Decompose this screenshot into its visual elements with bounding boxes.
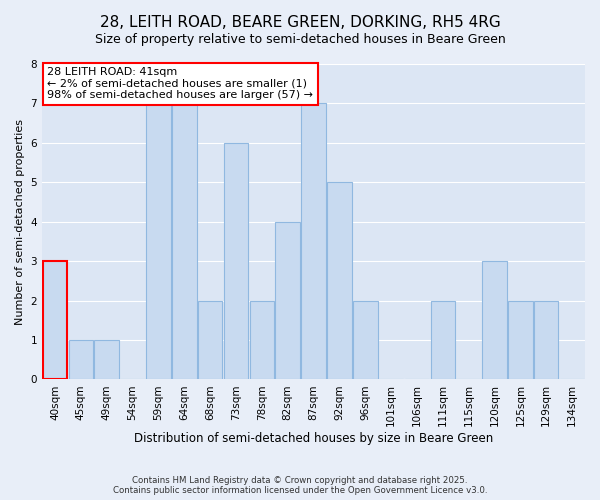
Bar xyxy=(94,340,119,380)
Bar xyxy=(224,143,248,380)
Y-axis label: Number of semi-detached properties: Number of semi-detached properties xyxy=(15,118,25,324)
Text: Contains HM Land Registry data © Crown copyright and database right 2025.
Contai: Contains HM Land Registry data © Crown c… xyxy=(113,476,487,495)
Text: 28, LEITH ROAD, BEARE GREEN, DORKING, RH5 4RG: 28, LEITH ROAD, BEARE GREEN, DORKING, RH… xyxy=(100,15,500,30)
Bar xyxy=(508,300,533,380)
Text: Size of property relative to semi-detached houses in Beare Green: Size of property relative to semi-detach… xyxy=(95,32,505,46)
Bar xyxy=(482,261,507,380)
Bar xyxy=(198,300,223,380)
Bar xyxy=(275,222,300,380)
Bar xyxy=(43,261,67,380)
Bar xyxy=(146,104,170,380)
Bar xyxy=(353,300,377,380)
Bar xyxy=(250,300,274,380)
X-axis label: Distribution of semi-detached houses by size in Beare Green: Distribution of semi-detached houses by … xyxy=(134,432,493,445)
Bar xyxy=(431,300,455,380)
Bar xyxy=(534,300,559,380)
Text: 28 LEITH ROAD: 41sqm
← 2% of semi-detached houses are smaller (1)
98% of semi-de: 28 LEITH ROAD: 41sqm ← 2% of semi-detach… xyxy=(47,67,313,100)
Bar xyxy=(172,104,197,380)
Bar xyxy=(68,340,93,380)
Bar xyxy=(301,104,326,380)
Bar xyxy=(327,182,352,380)
